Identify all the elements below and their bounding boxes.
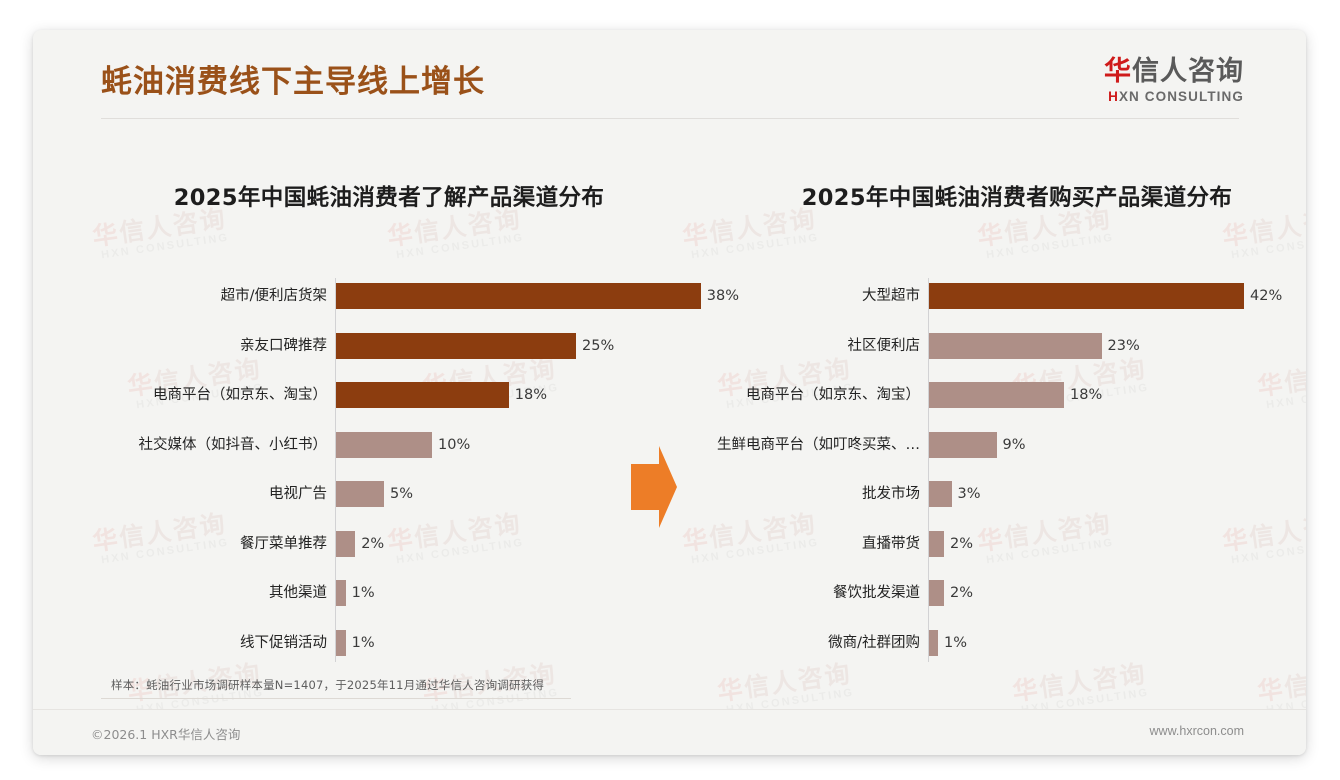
page-title: 蚝油消费线下主导线上增长 bbox=[101, 64, 485, 100]
bar-category-label: 电商平台（如京东、淘宝） bbox=[746, 387, 920, 403]
bar bbox=[336, 580, 346, 606]
website-url: www.hxrcon.com bbox=[1149, 724, 1244, 738]
bar-category-label: 社交媒体（如抖音、小红书） bbox=[138, 436, 328, 453]
bar-row: 亲友口碑推荐 25% bbox=[93, 332, 693, 359]
bar-category-label: 超市/便利店货架 bbox=[220, 288, 327, 304]
bar-value-label: 3% bbox=[957, 486, 981, 502]
bar-row: 其他渠道 1% bbox=[93, 580, 693, 606]
chart-plot-left: 超市/便利店货架 38% 亲友口碑推荐 25% 电商平台（如京东、淘宝） 18% 社交媒体（… bbox=[93, 278, 739, 668]
bar-value-label: 1% bbox=[944, 634, 968, 651]
company-logo: 华信人咨询 HXN CONSULTING bbox=[1104, 56, 1244, 104]
bar-category-label: 批发市场 bbox=[862, 486, 920, 502]
bar-row: 微商/社群团购 1% bbox=[713, 629, 1306, 656]
bar-category-label: 线下促销活动 bbox=[240, 634, 327, 651]
footnote-divider bbox=[101, 698, 571, 699]
bar-category-label: 亲友口碑推荐 bbox=[240, 337, 327, 354]
logo-chinese-rest: 信人咨询 bbox=[1132, 56, 1244, 87]
logo-chinese: 华信人咨询 bbox=[1104, 56, 1244, 87]
bar-category-label: 餐厅菜单推荐 bbox=[240, 535, 327, 552]
slide-card: 华信人咨询 HXN CONSULTING 华信人咨询 HXN CONSULTING 华信… bbox=[33, 30, 1306, 755]
bar-row: 电商平台（如京东、淘宝） 18% bbox=[93, 382, 693, 408]
bar-category-label: 电商平台（如京东、淘宝） bbox=[153, 387, 327, 403]
bar bbox=[336, 283, 701, 309]
bar bbox=[929, 332, 1102, 359]
bar-row: 餐厅菜单推荐 2% bbox=[93, 530, 693, 557]
bar-value-label: 9% bbox=[1002, 436, 1026, 453]
bar-category-label: 电视广告 bbox=[269, 486, 327, 502]
bar-row: 直播带货 2% bbox=[713, 530, 1306, 557]
bar-row: 大型超市 42% bbox=[713, 283, 1306, 309]
bar-value-label: 42% bbox=[1250, 288, 1283, 304]
bar-row: 社区便利店 23% bbox=[713, 332, 1306, 359]
footnote-text: 样本：蚝油行业市场调研样本量N=1407，于2025年11月通过华信人咨询调研获… bbox=[111, 678, 545, 692]
bar-row: 批发市场 3% bbox=[713, 481, 1306, 507]
bar-value-label: 38% bbox=[706, 288, 740, 304]
bar-category-label: 其他渠道 bbox=[269, 585, 327, 601]
orange-right-arrow-icon bbox=[631, 446, 677, 528]
chart-plot-right: 大型超市 42% 社区便利店 23% 电商平台（如京东、淘宝） 18% 生鲜电商平台（如叮咚… bbox=[713, 278, 1306, 668]
bar-value-label: 2% bbox=[950, 535, 974, 552]
bar bbox=[929, 431, 997, 458]
charts-region: 2025年中国蚝油消费者了解产品渠道分布 超市/便利店货架 38% 亲友口碑推荐 25… bbox=[33, 30, 1306, 755]
bar-row: 社交媒体（如抖音、小红书） 10% bbox=[93, 431, 693, 458]
logo-english-rest: XN CONSULTING bbox=[1118, 89, 1244, 105]
title-divider bbox=[101, 118, 1239, 119]
bar-category-label: 大型超市 bbox=[862, 288, 920, 304]
bar bbox=[929, 283, 1244, 309]
bar-value-label: 2% bbox=[361, 535, 385, 552]
bar bbox=[336, 382, 509, 408]
chart-panel-awareness: 2025年中国蚝油消费者了解产品渠道分布 超市/便利店货架 38% 亲友口碑推荐 25… bbox=[93, 180, 739, 668]
bar bbox=[336, 431, 432, 458]
bar-row: 餐饮批发渠道 2% bbox=[713, 580, 1306, 606]
bar-category-label: 社区便利店 bbox=[847, 337, 921, 354]
chart-axis-left bbox=[335, 278, 336, 662]
bar-value-label: 1% bbox=[351, 634, 375, 651]
bar-value-label: 18% bbox=[514, 387, 548, 403]
chart-title-right: 2025年中国蚝油消费者购买产品渠道分布 bbox=[801, 185, 1233, 211]
bar-row: 生鲜电商平台（如叮咚买菜、… 9% bbox=[713, 431, 1306, 458]
bar-value-label: 1% bbox=[351, 585, 375, 601]
bar-row: 电商平台（如京东、淘宝） 18% bbox=[713, 382, 1306, 408]
bar bbox=[929, 580, 944, 606]
bar-value-label: 5% bbox=[390, 486, 414, 502]
bar-category-label: 生鲜电商平台（如叮咚买菜、… bbox=[717, 436, 920, 453]
bar-row: 线下促销活动 1% bbox=[93, 629, 693, 656]
slide-header: 蚝油消费线下主导线上增长 华信人咨询 HXN CONSULTING bbox=[33, 30, 1306, 122]
bar-row: 超市/便利店货架 38% bbox=[93, 283, 739, 309]
bar bbox=[336, 332, 576, 359]
bar-value-label: 23% bbox=[1107, 337, 1140, 354]
bar-category-label: 直播带货 bbox=[862, 535, 920, 552]
logo-chinese-red: 华 bbox=[1104, 56, 1132, 87]
slide-footer: ©2026.1 HXR华信人咨询 www.hxrcon.com bbox=[33, 709, 1306, 755]
bar-value-label: 2% bbox=[950, 585, 974, 601]
chart-panel-purchase: 2025年中国蚝油消费者购买产品渠道分布 大型超市 42% 社区便利店 23% 电商平台… bbox=[713, 180, 1306, 668]
bar-category-label: 微商/社群团购 bbox=[828, 634, 920, 651]
chart-axis-right bbox=[928, 278, 929, 662]
logo-english: HXN CONSULTING bbox=[1104, 89, 1244, 104]
bar-value-label: 10% bbox=[438, 436, 471, 453]
bar-category-label: 餐饮批发渠道 bbox=[833, 585, 920, 601]
bar bbox=[336, 481, 384, 507]
bar bbox=[929, 629, 938, 656]
bar-row: 电视广告 5% bbox=[93, 481, 693, 507]
bar bbox=[336, 530, 356, 557]
bar bbox=[336, 629, 346, 656]
bar bbox=[929, 481, 952, 507]
bar-value-label: 25% bbox=[582, 337, 615, 354]
logo-english-red: H bbox=[1108, 89, 1119, 105]
bar-value-label: 18% bbox=[1070, 387, 1103, 403]
bar bbox=[929, 382, 1064, 408]
chart-title-left: 2025年中国蚝油消费者了解产品渠道分布 bbox=[173, 185, 605, 211]
copyright-text: ©2026.1 HXR华信人咨询 bbox=[91, 727, 241, 742]
bar bbox=[929, 530, 944, 557]
